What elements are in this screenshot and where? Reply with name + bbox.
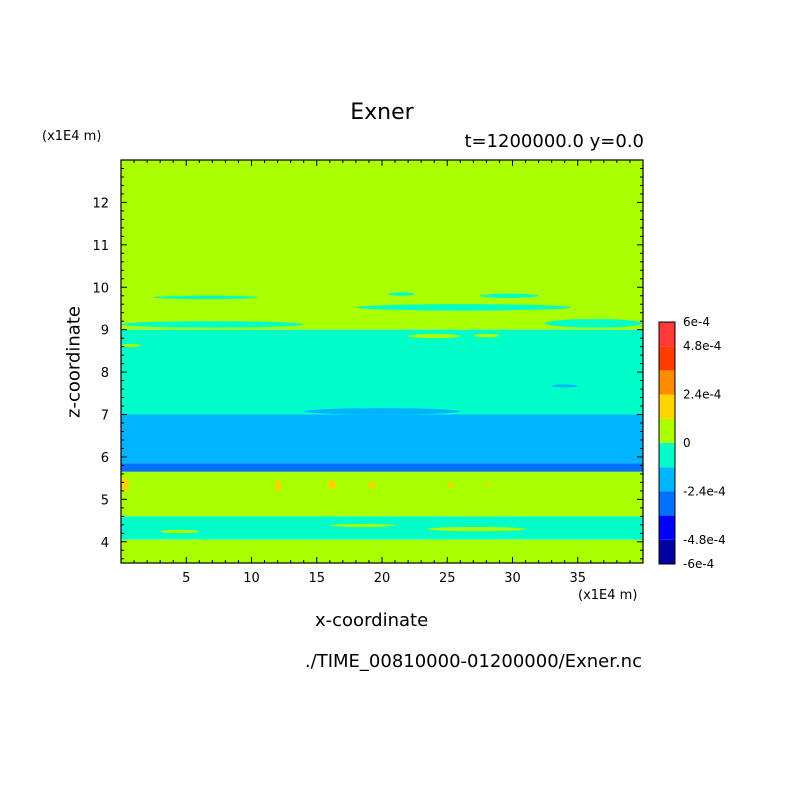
y-tick-label: 11 [92, 239, 109, 254]
y-tick-label: 12 [92, 196, 109, 211]
contour-patch-7 [473, 333, 500, 338]
contour-patch-19 [427, 526, 526, 532]
colorbar-frame [658, 321, 676, 565]
contour-patch-10 [303, 408, 461, 415]
colorbar-swatch-5 [659, 418, 675, 443]
contour-patch-3 [479, 293, 539, 298]
y-tick-label: 4 [101, 536, 109, 551]
x-tick-label: 35 [569, 571, 586, 586]
y-tick-label: 10 [92, 281, 109, 296]
y-axis-unit: (x1E4 m) [42, 129, 102, 144]
x-tick-label: 30 [504, 571, 521, 586]
y-tick-label: 5 [101, 493, 109, 508]
contour-patch-4 [388, 292, 415, 296]
plot-axes: 5 10 15 20 25 30 35 4 5 6 7 8 9 10 11 12 [92, 159, 644, 586]
chart-title: Exner [350, 100, 414, 125]
contour-band-4 [121, 471, 643, 517]
colorbar-swatch-0 [659, 539, 675, 564]
colorbar-tick-label: 2.4e-4 [683, 388, 721, 402]
x-axis-unit: (x1E4 m) [578, 588, 638, 603]
colorbar-swatch-8 [659, 346, 675, 371]
contour-band-2 [121, 414, 643, 464]
contour-patch-12 [274, 480, 282, 491]
contour-patch-8 [121, 343, 141, 347]
x-tick-label: 5 [182, 571, 190, 586]
y-tick-label: 7 [101, 409, 109, 424]
x-tick-label: 25 [439, 571, 456, 586]
colorbar-tick-label: 0 [683, 436, 691, 450]
contour-band-3 [121, 463, 643, 472]
x-tick-label: 20 [374, 571, 391, 586]
colorbar-tick-label: 6e-4 [683, 315, 710, 329]
colorbar-tick-label: -4.8e-4 [683, 533, 726, 547]
colorbar-swatch-9 [659, 322, 675, 347]
contour-patch-13 [327, 480, 337, 489]
x-axis-label: x-coordinate [315, 610, 429, 631]
colorbar-swatch-1 [659, 515, 675, 540]
colorbar-swatch-6 [659, 394, 675, 419]
colorbar: 6e-4 4.8e-4 2.4e-4 0 -2.4e-4 -4.8e-4 -6e-4 [658, 315, 726, 571]
contour-patch-16 [486, 483, 491, 487]
contour-patch-6 [408, 333, 461, 339]
colorbar-tick-label: -6e-4 [683, 557, 714, 571]
source-filename: ./TIME_00810000-01200000/Exner.nc [304, 651, 642, 672]
colorbar-swatch-7 [659, 370, 675, 395]
contour-band-5 [121, 516, 643, 540]
contour-patch-9 [551, 384, 578, 388]
contour-patch-11 [121, 478, 129, 491]
x-tick-label: 10 [243, 571, 260, 586]
contour-patch-15 [447, 482, 453, 488]
y-tick-label: 6 [101, 451, 109, 466]
contour-patch-14 [368, 481, 376, 489]
contour-patch-18 [329, 523, 396, 527]
colorbar-swatch-3 [659, 467, 675, 492]
y-tick-label: 9 [101, 324, 109, 339]
contour-band-1 [121, 329, 643, 415]
chart-subtitle: t=1200000.0 y=0.0 [464, 131, 644, 152]
contour-patch-5 [545, 319, 643, 328]
x-tick-label: 15 [308, 571, 325, 586]
contour-patch-17 [160, 529, 200, 534]
contour-patch-1 [153, 295, 259, 300]
contour-patch-0 [121, 321, 304, 328]
contour-patch-2 [355, 304, 572, 311]
colorbar-swatch-4 [659, 443, 675, 468]
colorbar-tick-label: 4.8e-4 [683, 339, 721, 353]
plot-area [121, 160, 643, 563]
y-tick-label: 8 [101, 366, 109, 381]
contour-band-0 [121, 160, 643, 330]
colorbar-swatch-2 [659, 491, 675, 516]
colorbar-tick-label: -2.4e-4 [683, 484, 726, 498]
